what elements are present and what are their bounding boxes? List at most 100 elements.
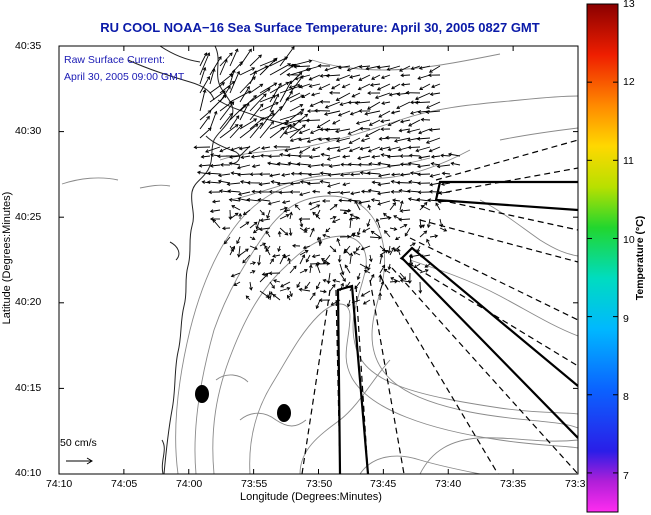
land-spot (277, 404, 291, 422)
current-vector (227, 189, 241, 194)
current-vector (360, 245, 371, 251)
current-vector (246, 180, 261, 185)
current-vector (427, 198, 441, 203)
current-vector (407, 145, 421, 150)
current-vector (335, 137, 351, 143)
current-vector (396, 248, 401, 256)
current-vector (238, 146, 251, 151)
current-vector (415, 92, 431, 101)
current-vector (259, 242, 267, 247)
current-vector (298, 146, 311, 154)
current-vector (336, 237, 341, 247)
current-vector (259, 153, 271, 158)
colorbar-label: Temperature (°C) (634, 215, 646, 301)
current-vector (425, 101, 441, 109)
current-vector (326, 190, 341, 195)
x-tick-label: 74:10 (46, 478, 73, 490)
current-vector (242, 254, 251, 264)
colorbar-ticks (587, 3, 618, 474)
current-vector (356, 272, 361, 281)
current-vector (308, 83, 321, 88)
current-vector (281, 173, 291, 177)
current-vector (268, 189, 281, 194)
current-vector (199, 110, 212, 121)
current-vector (286, 153, 301, 158)
current-vector (348, 137, 361, 145)
current-vector (209, 94, 227, 112)
current-vector (209, 163, 221, 168)
current-vector (340, 162, 351, 167)
current-vector (363, 269, 371, 274)
current-vector (414, 100, 431, 105)
current-vector (406, 128, 421, 134)
axis-ticks (58, 45, 579, 475)
current-vector (199, 52, 208, 67)
current-vector (406, 189, 421, 194)
current-vector (439, 227, 448, 232)
current-vector (294, 204, 301, 211)
current-vector (237, 172, 251, 177)
current-vector (338, 198, 351, 203)
current-vector (396, 180, 411, 185)
current-vector (276, 181, 291, 186)
current-vector (390, 189, 401, 194)
current-vector (305, 118, 321, 123)
current-vector (302, 245, 311, 250)
colorbar-tick-label: 13 (623, 0, 635, 10)
current-vector (362, 227, 371, 233)
current-vector (230, 272, 241, 278)
current-vector (236, 164, 251, 170)
current-vector (239, 67, 256, 76)
current-vector (240, 155, 251, 160)
current-vector (399, 172, 411, 177)
current-vector (249, 172, 261, 177)
current-vector (364, 110, 381, 116)
current-vector (367, 91, 381, 95)
current-vector (249, 83, 264, 94)
y-tick-label: 40:35 (15, 40, 42, 52)
current-vector (269, 173, 281, 178)
current-vector (374, 92, 391, 100)
current-vector (387, 119, 401, 127)
current-vector (344, 264, 351, 274)
current-vector (354, 101, 371, 105)
current-vector (345, 281, 351, 289)
current-vector (279, 46, 295, 67)
current-vector (319, 127, 331, 132)
current-vector (257, 254, 262, 266)
current-vector (380, 119, 391, 124)
current-vector (289, 137, 301, 143)
current-vector (399, 65, 411, 72)
current-vector (332, 278, 341, 283)
current-vector (408, 253, 413, 265)
current-vector (279, 286, 291, 292)
current-vector (440, 182, 451, 186)
current-vector (404, 227, 411, 237)
current-vector (429, 182, 441, 187)
current-vector (277, 245, 282, 253)
current-vector (352, 251, 361, 256)
current-vector (249, 103, 264, 121)
current-vector (237, 191, 251, 196)
current-vector (389, 202, 397, 211)
y-tick-label: 40:15 (15, 382, 42, 394)
current-vector (319, 171, 331, 176)
current-vector (252, 227, 261, 234)
current-vector (298, 287, 311, 292)
current-vector (367, 204, 372, 211)
current-vector (279, 253, 286, 265)
current-vector (281, 200, 291, 205)
current-vector (219, 146, 231, 153)
current-vector (325, 227, 331, 233)
current-vector (249, 117, 265, 130)
current-vector (311, 254, 321, 259)
current-vector (267, 161, 281, 166)
coverage-boxes (336, 180, 578, 474)
current-vector (417, 172, 431, 177)
current-vector (419, 224, 426, 229)
current-vector (269, 281, 275, 289)
current-vector (393, 245, 401, 252)
current-vector (289, 113, 309, 130)
current-vector (199, 66, 207, 85)
x-tick-label: 74:05 (111, 478, 138, 490)
